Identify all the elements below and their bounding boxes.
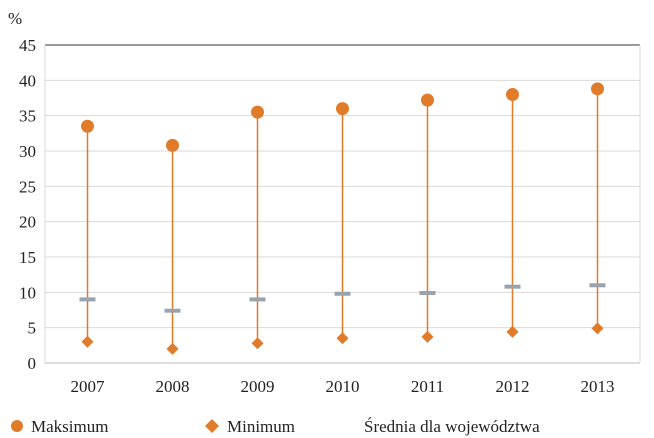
legend-srednia-label: Średnia dla województwa [364, 417, 540, 436]
minimum-point [251, 337, 264, 350]
y-tick-label: 45 [19, 36, 36, 55]
legend-maksimum-label: Maksimum [31, 417, 108, 436]
maximum-point [251, 105, 264, 119]
maximum-point [506, 87, 519, 101]
maximum-point [81, 119, 94, 133]
x-tick-label: 2011 [411, 377, 444, 396]
y-tick-label: 35 [19, 107, 36, 126]
minimum-point [81, 335, 94, 348]
minimum-point [336, 332, 349, 345]
minimum-point [591, 322, 604, 335]
minimum-point [166, 342, 179, 355]
data-markers [79, 82, 606, 355]
range-lines [86, 88, 599, 349]
maximum-point [421, 93, 434, 107]
x-tick-label: 2010 [326, 377, 360, 396]
y-tick-label: 20 [19, 213, 36, 232]
maximum-point [591, 82, 604, 96]
legend: Maksimum Minimum Średnia dla województwa [11, 417, 540, 436]
legend-minimum-label: Minimum [227, 417, 295, 436]
legend-minimum-marker [205, 419, 219, 433]
minimum-point [421, 330, 434, 343]
x-tick-label: 2007 [71, 377, 106, 396]
maximum-point [336, 102, 349, 116]
maximum-point [166, 138, 179, 152]
y-tick-label: 40 [19, 71, 36, 90]
x-tick-label: 2012 [496, 377, 530, 396]
x-axis-ticks: 2007 2008 2009 2010 2011 2012 2013 [71, 377, 615, 396]
x-tick-label: 2013 [581, 377, 615, 396]
y-tick-label: 15 [19, 248, 36, 267]
legend-maksimum-marker [11, 420, 23, 432]
x-tick-label: 2008 [156, 377, 190, 396]
y-axis-ticks: 0 5 10 15 20 25 30 35 40 45 [19, 36, 36, 373]
y-tick-label: 0 [28, 354, 37, 373]
minimum-point [506, 325, 519, 338]
x-tick-label: 2009 [241, 377, 275, 396]
y-tick-label: 10 [19, 283, 36, 302]
y-tick-label: 5 [28, 319, 37, 338]
y-unit-label: % [8, 9, 22, 28]
y-tick-label: 25 [19, 177, 36, 196]
y-tick-label: 30 [19, 142, 36, 161]
